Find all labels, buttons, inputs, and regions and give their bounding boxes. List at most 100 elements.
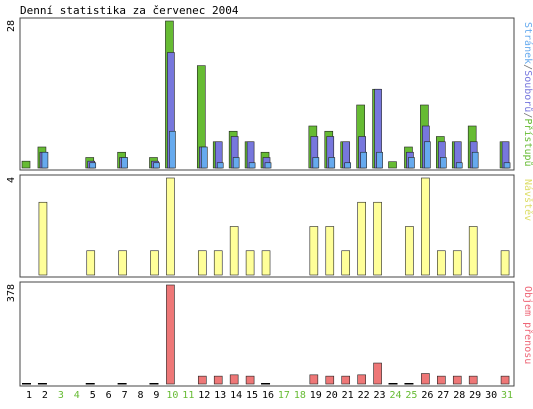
legend-entry-top-3: / [522, 112, 533, 118]
x-tick-label-30: 30 [485, 390, 497, 401]
bar-bottom-objem-přenosu-day-21 [341, 375, 351, 385]
bar-bottom-objem-přenosu-day-12 [197, 375, 207, 385]
bar-top-stránek-day-5 [89, 162, 97, 169]
x-tick-label-12: 12 [198, 390, 210, 401]
bar-middle-návštěv-day-5 [86, 250, 96, 276]
panel-bottom-frame [19, 281, 515, 387]
x-tick-label-8: 8 [138, 390, 144, 401]
x-tick-label-4: 4 [74, 390, 80, 401]
x-tick-label-28: 28 [453, 390, 465, 401]
x-tick-label-9: 9 [153, 390, 159, 401]
bar-bottom-day-5 [85, 383, 95, 385]
bar-top-stránek-day-29 [471, 151, 479, 169]
bar-middle-návštěv-day-28 [452, 250, 462, 276]
bar-top-stránek-day-10 [169, 130, 176, 169]
x-tick-label-19: 19 [310, 390, 322, 401]
legend-entry-top-2: Souborů [522, 70, 533, 112]
x-tick-label-5: 5 [90, 390, 96, 401]
bar-bottom-day-7 [117, 383, 127, 385]
x-tick-label-16: 16 [262, 390, 274, 401]
x-tick-label-22: 22 [358, 390, 370, 401]
bar-bottom-objem-přenosu-day-23 [373, 362, 382, 385]
panel-bottom-legend: Objem přenosu [522, 286, 533, 364]
bar-middle-návštěv-day-29 [468, 226, 478, 276]
bar-middle-návštěv-day-10 [166, 177, 175, 276]
bar-bottom-objem-přenosu-day-22 [357, 374, 366, 385]
x-tick-label-13: 13 [214, 390, 226, 401]
bar-top-stránek-day-9 [153, 162, 160, 169]
bar-bottom-objem-přenosu-day-27 [437, 375, 446, 385]
bar-middle-návštěv-day-26 [421, 177, 430, 276]
bar-top-stránek-day-28 [455, 162, 463, 169]
bar-middle-návštěv-day-16 [261, 250, 271, 276]
x-tick-label-23: 23 [374, 390, 386, 401]
bar-top-stránek-day-21 [344, 162, 352, 169]
bar-top-stránek-day-12 [200, 146, 208, 169]
bar-bottom-objem-přenosu-day-13 [213, 375, 223, 385]
bar-bottom-day-9 [149, 383, 159, 385]
x-tick-label-24: 24 [389, 390, 401, 401]
x-tick-label-20: 20 [326, 390, 338, 401]
bar-bottom-objem-přenosu-day-28 [452, 375, 462, 385]
bar-middle-návštěv-day-15 [245, 250, 255, 276]
bar-bottom-objem-přenosu-day-31 [500, 375, 510, 385]
x-tick-label-27: 27 [437, 390, 449, 401]
x-tick-label-17: 17 [278, 390, 290, 401]
bar-top-stránek-day-25 [408, 157, 415, 169]
bar-top-stránek-day-20 [328, 157, 336, 169]
bar-middle-návštěv-day-25 [405, 226, 414, 276]
bar-top-přístupů-day-1 [21, 160, 31, 169]
bar-top-stránek-day-7 [121, 157, 128, 169]
x-tick-label-10: 10 [166, 390, 178, 401]
panel-bottom-ymax-label: 378 [6, 284, 17, 302]
x-tick-label-6: 6 [106, 390, 112, 401]
panel-top-frame [19, 17, 515, 171]
bar-middle-návštěv-day-23 [373, 201, 382, 276]
bar-middle-návštěv-day-21 [341, 250, 351, 276]
bar-middle-návštěv-day-2 [38, 201, 48, 276]
panel-top-legend: Stránek/Souborů/Přístupů [522, 22, 533, 167]
x-tick-label-2: 2 [42, 390, 48, 401]
x-tick-label-14: 14 [230, 390, 242, 401]
x-tick-label-25: 25 [405, 390, 417, 401]
bar-bottom-objem-přenosu-day-26 [421, 373, 430, 385]
bar-middle-návštěv-day-13 [213, 250, 223, 276]
bar-top-stránek-day-15 [248, 162, 256, 169]
bar-middle-návštěv-day-14 [229, 226, 239, 276]
x-tick-label-11: 11 [182, 390, 194, 401]
bar-bottom-objem-přenosu-day-15 [245, 375, 255, 385]
bar-bottom-day-1 [22, 383, 31, 385]
legend-entry-top-1: / [522, 64, 533, 70]
bar-bottom-objem-přenosu-day-14 [229, 374, 239, 385]
bar-bottom-objem-přenosu-day-29 [468, 375, 478, 385]
legend-entry-top-4: Přístupů [522, 118, 533, 166]
legend-entry-top-0: Stránek [522, 22, 533, 64]
x-tick-label-31: 31 [501, 390, 513, 401]
x-tick-label-3: 3 [58, 390, 64, 401]
panel-middle-legend: Návštěv [522, 179, 533, 221]
bar-middle-návštěv-day-31 [500, 250, 510, 276]
bar-bottom-day-16 [261, 383, 271, 385]
bar-top-stránek-day-14 [232, 157, 240, 169]
bar-middle-návštěv-day-19 [309, 226, 319, 276]
bar-top-stránek-day-31 [503, 162, 511, 169]
legend-entry-bottom-0: Objem přenosu [522, 286, 533, 364]
bar-top-přístupů-day-24 [388, 161, 397, 169]
bar-bottom-day-25 [404, 383, 414, 385]
bar-middle-návštěv-day-7 [118, 250, 127, 276]
x-tick-label-29: 29 [469, 390, 481, 401]
bar-middle-návštěv-day-27 [437, 250, 446, 276]
bar-top-stránek-day-2 [41, 151, 49, 169]
bar-top-stránek-day-23 [376, 151, 383, 169]
bar-top-stránek-day-16 [264, 162, 272, 169]
x-tick-label-26: 26 [421, 390, 433, 401]
bar-bottom-objem-přenosu-day-19 [309, 374, 319, 385]
chart-title: Denní statistika za červenec 2004 [20, 4, 239, 17]
x-tick-label-15: 15 [246, 390, 258, 401]
bar-bottom-day-2 [37, 383, 47, 385]
bar-middle-návštěv-day-20 [325, 226, 335, 276]
x-tick-label-1: 1 [26, 390, 32, 401]
bar-top-stránek-day-22 [360, 151, 367, 169]
